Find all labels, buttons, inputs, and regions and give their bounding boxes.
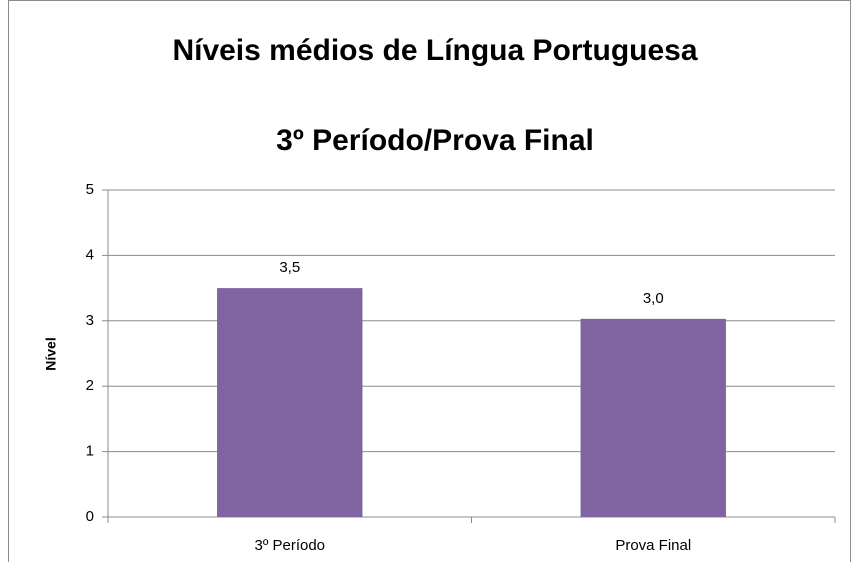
bar [217, 288, 363, 517]
data-label: 3,0 [643, 290, 664, 307]
y-tick-label: 2 [86, 377, 94, 394]
y-tick-label: 3 [86, 312, 94, 329]
x-tick-label: 3º Período [254, 537, 325, 554]
y-axis-label: Nível [43, 337, 59, 370]
chart-title: Níveis médios de Língua Portuguesa [172, 34, 697, 67]
chart-subtitle: 3º Período/Prova Final [276, 124, 594, 157]
data-label: 3,5 [279, 259, 300, 276]
x-tick-label: Prova Final [615, 537, 691, 554]
y-tick-label: 4 [86, 246, 94, 263]
y-tick-label: 1 [86, 443, 94, 460]
bar [580, 318, 726, 517]
y-tick-label: 5 [86, 181, 94, 198]
y-tick-label: 0 [86, 508, 94, 525]
